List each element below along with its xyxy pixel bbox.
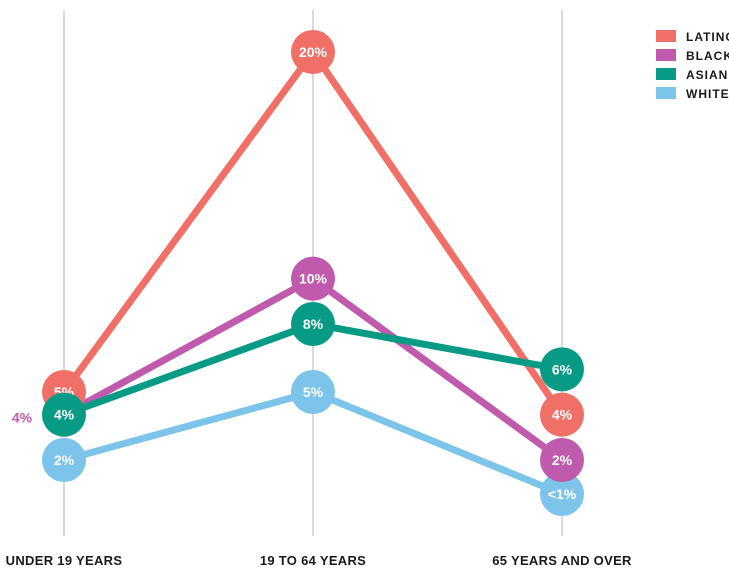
legend-label: BLACK bbox=[686, 49, 729, 63]
data-point-marker bbox=[42, 392, 86, 437]
legend-swatch bbox=[656, 49, 676, 61]
legend-label: ASIAN bbox=[686, 68, 728, 82]
x-tick-label: 65 YEARS AND OVER bbox=[492, 553, 632, 568]
data-label: 4% bbox=[54, 407, 75, 423]
legend-item-black: BLACK bbox=[656, 49, 729, 63]
data-point-marker bbox=[291, 256, 335, 301]
legend-label: WHITE bbox=[686, 87, 729, 101]
data-point-white: 2% bbox=[42, 438, 86, 482]
data-point-marker bbox=[291, 30, 335, 74]
annotations: 4% bbox=[12, 410, 33, 426]
data-label: 4% bbox=[552, 407, 573, 423]
data-point-marker bbox=[42, 438, 86, 482]
data-point-marker bbox=[540, 472, 584, 516]
data-point-marker bbox=[291, 302, 335, 346]
data-label: 6% bbox=[552, 361, 573, 377]
data-point-marker bbox=[540, 347, 584, 392]
data-point-white: 5% bbox=[291, 370, 335, 414]
legend-item-latino: LATINO bbox=[656, 30, 729, 44]
data-point-marker bbox=[540, 438, 584, 482]
data-point-white: <1% bbox=[540, 472, 584, 516]
series-dots: 2%5%<1%5%20%4%10%2%4%8%6% bbox=[42, 30, 584, 516]
data-point-latino: 20% bbox=[291, 30, 335, 74]
data-label: 2% bbox=[54, 452, 75, 468]
x-tick-label: UNDER 19 YEARS bbox=[6, 553, 123, 568]
data-point-black: 10% bbox=[291, 256, 335, 301]
data-point-marker bbox=[540, 392, 584, 437]
data-point-latino: 4% bbox=[540, 392, 584, 437]
data-label: 2% bbox=[552, 452, 573, 468]
data-label: 5% bbox=[303, 384, 324, 400]
legend: LATINO BLACK ASIAN WHITE bbox=[656, 30, 729, 101]
x-axis-ticks: UNDER 19 YEARS 19 TO 64 YEARS 65 YEARS AND… bbox=[6, 553, 632, 568]
legend-swatch bbox=[656, 68, 676, 80]
data-label: <1% bbox=[548, 486, 577, 502]
data-point-asian: 6% bbox=[540, 347, 584, 392]
data-point-marker bbox=[291, 370, 335, 414]
data-label: 8% bbox=[303, 316, 324, 332]
x-tick-label: 19 TO 64 YEARS bbox=[260, 553, 366, 568]
legend-item-white: WHITE bbox=[656, 87, 729, 101]
data-label: 20% bbox=[299, 44, 328, 60]
data-point-asian: 4% bbox=[42, 392, 86, 437]
data-label: 10% bbox=[299, 271, 328, 287]
data-point-black: 2% bbox=[540, 438, 584, 482]
legend-label: LATINO bbox=[686, 30, 729, 44]
legend-item-asian: ASIAN bbox=[656, 68, 728, 82]
legend-swatch bbox=[656, 30, 676, 42]
data-point-asian: 8% bbox=[291, 302, 335, 346]
legend-swatch bbox=[656, 87, 676, 99]
annotation-label: 4% bbox=[12, 410, 33, 426]
